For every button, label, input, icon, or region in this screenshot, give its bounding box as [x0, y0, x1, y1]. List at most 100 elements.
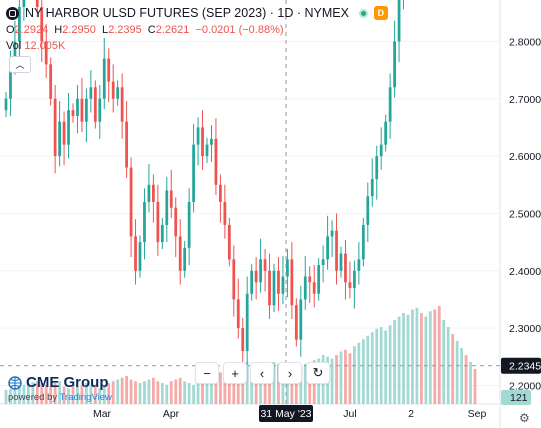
volume-bar — [147, 379, 151, 404]
volume-bar — [236, 367, 240, 404]
candle-body — [281, 276, 285, 294]
volume-bar — [58, 381, 61, 404]
volume-bar — [160, 383, 164, 404]
powered-by-text: powered by — [8, 392, 58, 403]
volume-bar — [196, 381, 200, 404]
volume-bar — [415, 307, 419, 404]
settings-gear-icon[interactable]: ⚙ — [519, 411, 530, 425]
candle-body — [174, 207, 178, 237]
candle-body — [49, 64, 53, 99]
volume-bar — [85, 383, 88, 404]
change-value: −0.0201 (−0.88%) — [195, 24, 284, 36]
volume-bar — [76, 386, 79, 404]
candle-body — [357, 259, 361, 271]
candle-body — [219, 184, 222, 202]
candle-body — [192, 144, 195, 202]
volume-bar — [219, 372, 222, 404]
market-status-icon[interactable] — [358, 8, 368, 18]
chart-header: NY HARBOR ULSD FUTURES (SEP 2023) · 1D ·… — [6, 6, 388, 20]
x-crosshair-label: 31 May '23 — [260, 408, 311, 420]
volume-bar — [111, 381, 115, 404]
candle-body — [361, 224, 365, 260]
volume-label: Vol — [6, 40, 22, 52]
candle-body — [370, 179, 374, 197]
candle-body — [116, 87, 120, 99]
candle-body — [344, 253, 347, 283]
crosshair-price-label: 2.2345 — [509, 361, 541, 373]
candle-body — [196, 127, 200, 145]
volume-bar — [227, 374, 231, 404]
candles — [4, 0, 405, 372]
volume-bar — [13, 388, 17, 404]
volume-bar — [272, 362, 276, 404]
candle-body — [98, 98, 102, 122]
volume-bar — [80, 384, 84, 404]
candle-body — [384, 121, 388, 145]
candle-body — [40, 6, 44, 42]
candle-body — [241, 328, 245, 352]
y-tick-label: 2.5000 — [509, 208, 541, 220]
volume-bar — [156, 381, 160, 404]
candle-body — [80, 98, 84, 122]
volume-bar — [411, 309, 414, 404]
candle-body — [312, 282, 316, 294]
candle-body — [277, 270, 280, 294]
candle-body — [254, 270, 258, 283]
volume-bar — [460, 348, 463, 404]
volume-bar — [294, 367, 298, 404]
scroll-right-button[interactable]: › — [278, 362, 302, 384]
open-value: 2.2924 — [14, 24, 49, 36]
volume-bar — [299, 365, 303, 404]
volume-bar — [116, 379, 120, 404]
y-tick-label: 2.8000 — [509, 36, 541, 48]
volume-value: 12.005K — [24, 40, 66, 52]
candle-body — [335, 230, 338, 271]
x-tick-label: Sep — [468, 408, 487, 420]
candle-body — [210, 138, 213, 145]
volume-bar — [402, 313, 405, 404]
candle-body — [232, 259, 236, 300]
volume-bar — [183, 381, 187, 404]
candle-body — [53, 98, 57, 157]
scroll-left-button[interactable]: ‹ — [250, 362, 274, 384]
y-axis[interactable]: 2.2000 2.3000 2.4000 2.5000 2.6000 2.7000 2.80… — [501, 0, 541, 405]
volume-bar — [232, 370, 236, 404]
candle-body — [330, 230, 334, 237]
symbol-title[interactable]: NY HARBOR ULSD FUTURES (SEP 2023) · 1D ·… — [25, 6, 349, 20]
volume-bar — [138, 383, 142, 404]
low-label: L — [101, 24, 109, 36]
candle-body — [321, 259, 325, 266]
close-value: 2.2621 — [155, 24, 190, 36]
volume-bar — [303, 363, 307, 404]
volume-bar — [375, 328, 379, 404]
volume-bar — [281, 365, 285, 404]
candle-body — [259, 259, 262, 283]
x-axis[interactable]: Mar Apr 31 May '23 Jul 2 Sep — [93, 405, 487, 422]
volume-bar — [44, 384, 48, 404]
volume-bar — [357, 342, 361, 404]
candle-body — [165, 190, 169, 225]
candle-body — [268, 270, 271, 306]
cme-logo[interactable]: CME Group powered by TradingView — [8, 374, 112, 403]
volume-label-bg — [501, 390, 531, 405]
collapse-legend-button[interactable]: ︿ — [9, 56, 31, 73]
zoom-in-button[interactable]: + — [223, 362, 247, 384]
candle-body — [348, 282, 352, 289]
ohlc-legend: O2.2924 H2.2950 L2.2395 C2.2621 −0.0201 … — [6, 24, 287, 36]
candle-body — [9, 64, 12, 99]
delayed-badge[interactable]: D — [373, 6, 388, 20]
zoom-out-button[interactable]: − — [195, 362, 219, 384]
candle-body — [58, 121, 61, 157]
candle-body — [120, 87, 124, 122]
x-crosshair-label-bg — [259, 405, 313, 422]
candle-body — [397, 0, 401, 42]
reset-chart-button[interactable]: ↻ — [306, 362, 330, 384]
candle-body — [393, 41, 396, 88]
candle-body — [353, 270, 356, 289]
candle-body — [308, 276, 312, 283]
candle-body — [178, 236, 182, 271]
volume-bar — [455, 341, 459, 404]
volume-bar — [18, 386, 21, 404]
volume-bar — [120, 377, 124, 404]
